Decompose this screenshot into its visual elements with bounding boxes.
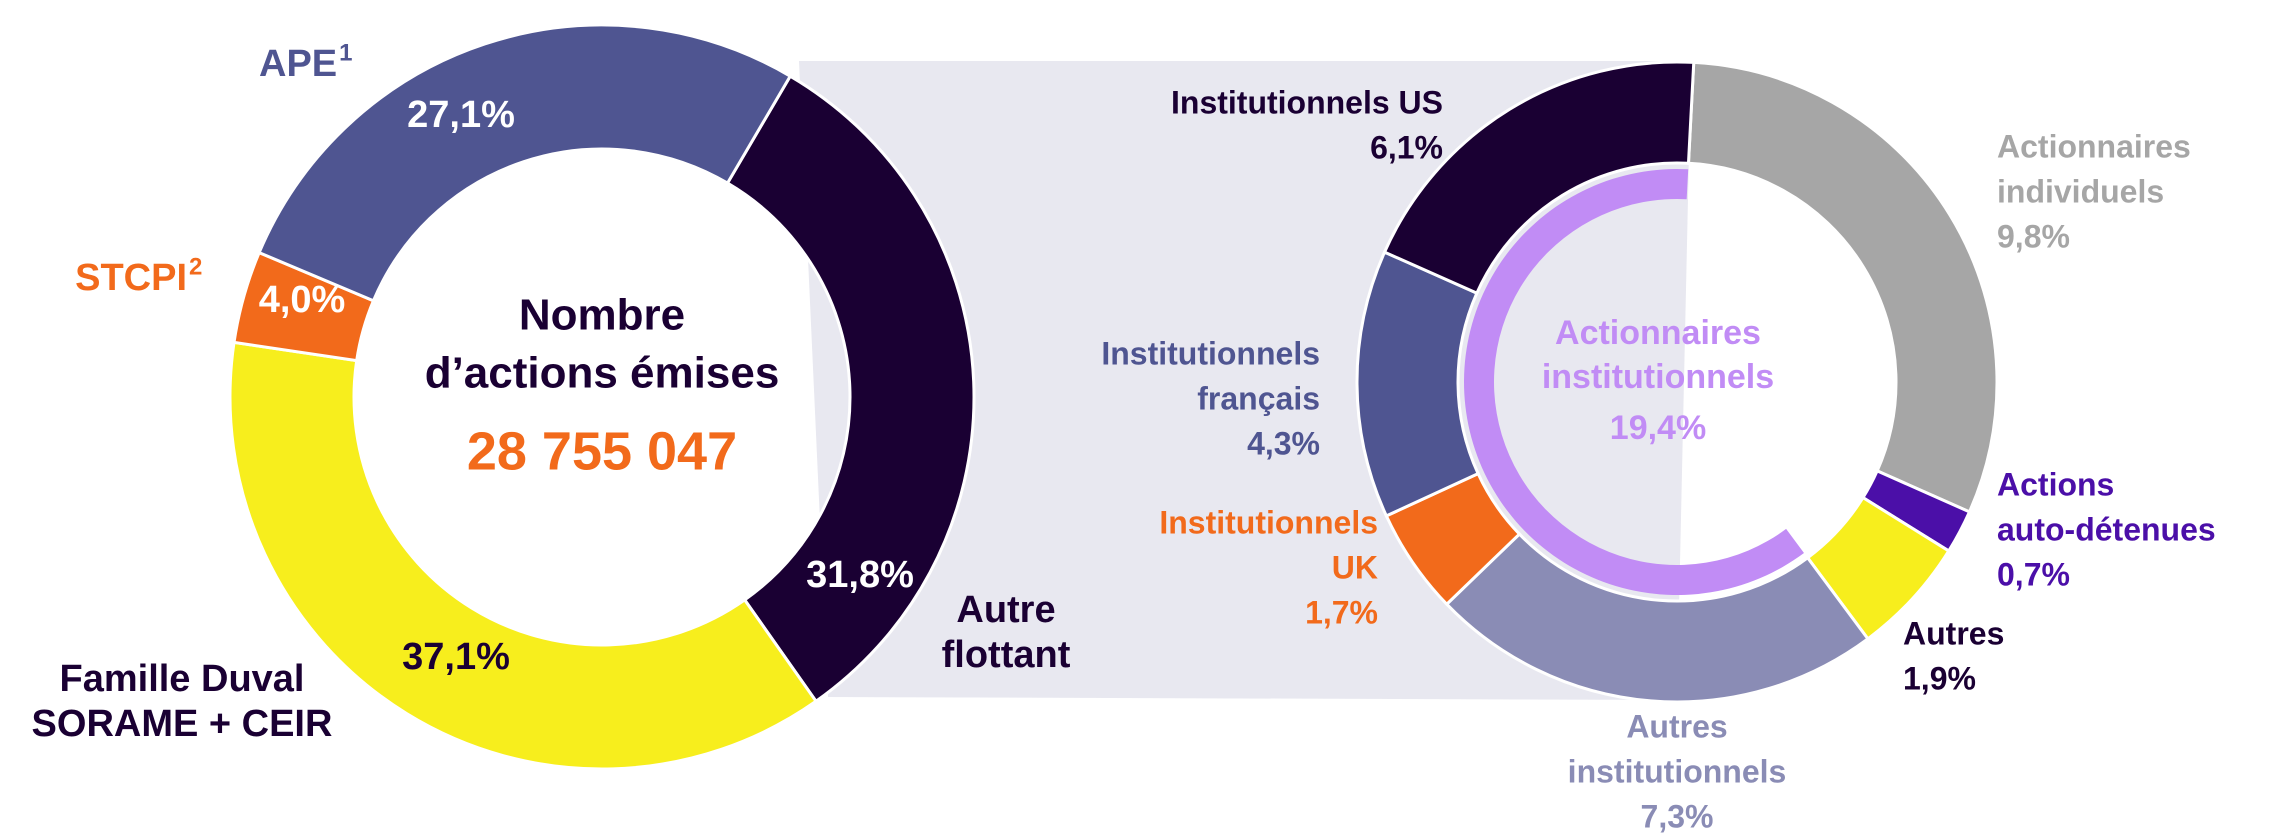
segment-label: Actionnaires [1997,128,2191,164]
donut-segment [1382,60,1696,296]
value-label: 1,9% [1903,660,1976,696]
inner-ring-value: 19,4% [1610,409,1706,447]
value-label: 7,3% [1641,798,1714,834]
segment-label: individuels [1997,173,2164,209]
label-note: 2 [189,253,202,280]
donut-segment [257,23,793,303]
donut-segment [228,340,819,771]
center-value: 28 755 047 [467,421,737,481]
donut-segment [1686,60,1999,514]
inner-ring-label: Actionnaires [1555,314,1761,352]
inner-ring-label: institutionnels [1542,358,1774,396]
segment-label: Institutionnels US [1171,84,1443,120]
center-title: d’actions émises [425,349,780,398]
segment-label: SORAME + CEIR [32,703,333,745]
segment-label: UK [1332,549,1378,585]
segment-label: Institutionnels [1101,335,1320,371]
segment-label: STCPI [75,257,187,299]
segment-label: Famille Duval [60,658,305,700]
segment-label: Autres [1626,708,1727,744]
value-label: 6,1% [1370,129,1443,165]
value-label: 27,1% [407,94,515,136]
segment-label: flottant [942,634,1071,676]
center-title: Nombre [519,291,685,340]
value-label: 4,3% [1247,425,1320,461]
segment-label: Actions [1997,466,2114,502]
segment-label: Autre [956,589,1055,631]
segment-label: APE [259,43,337,85]
label-note: 1 [339,39,352,66]
value-label: 9,8% [1997,218,2070,254]
value-label: 0,7% [1997,556,2070,592]
segment-label: français [1197,380,1320,416]
inner-ring [1464,168,1804,596]
donut-segment [1444,531,1870,704]
segment-label: Institutionnels [1159,504,1378,540]
value-label: 4,0% [259,279,346,321]
donut-segment [725,74,976,704]
segment-label: institutionnels [1568,753,1787,789]
segment-label: auto-détenues [1997,511,2216,547]
segment-label: Autres [1903,615,2004,651]
value-label: 37,1% [402,636,510,678]
value-label: 1,7% [1305,594,1378,630]
value-label: 31,8% [806,554,914,596]
